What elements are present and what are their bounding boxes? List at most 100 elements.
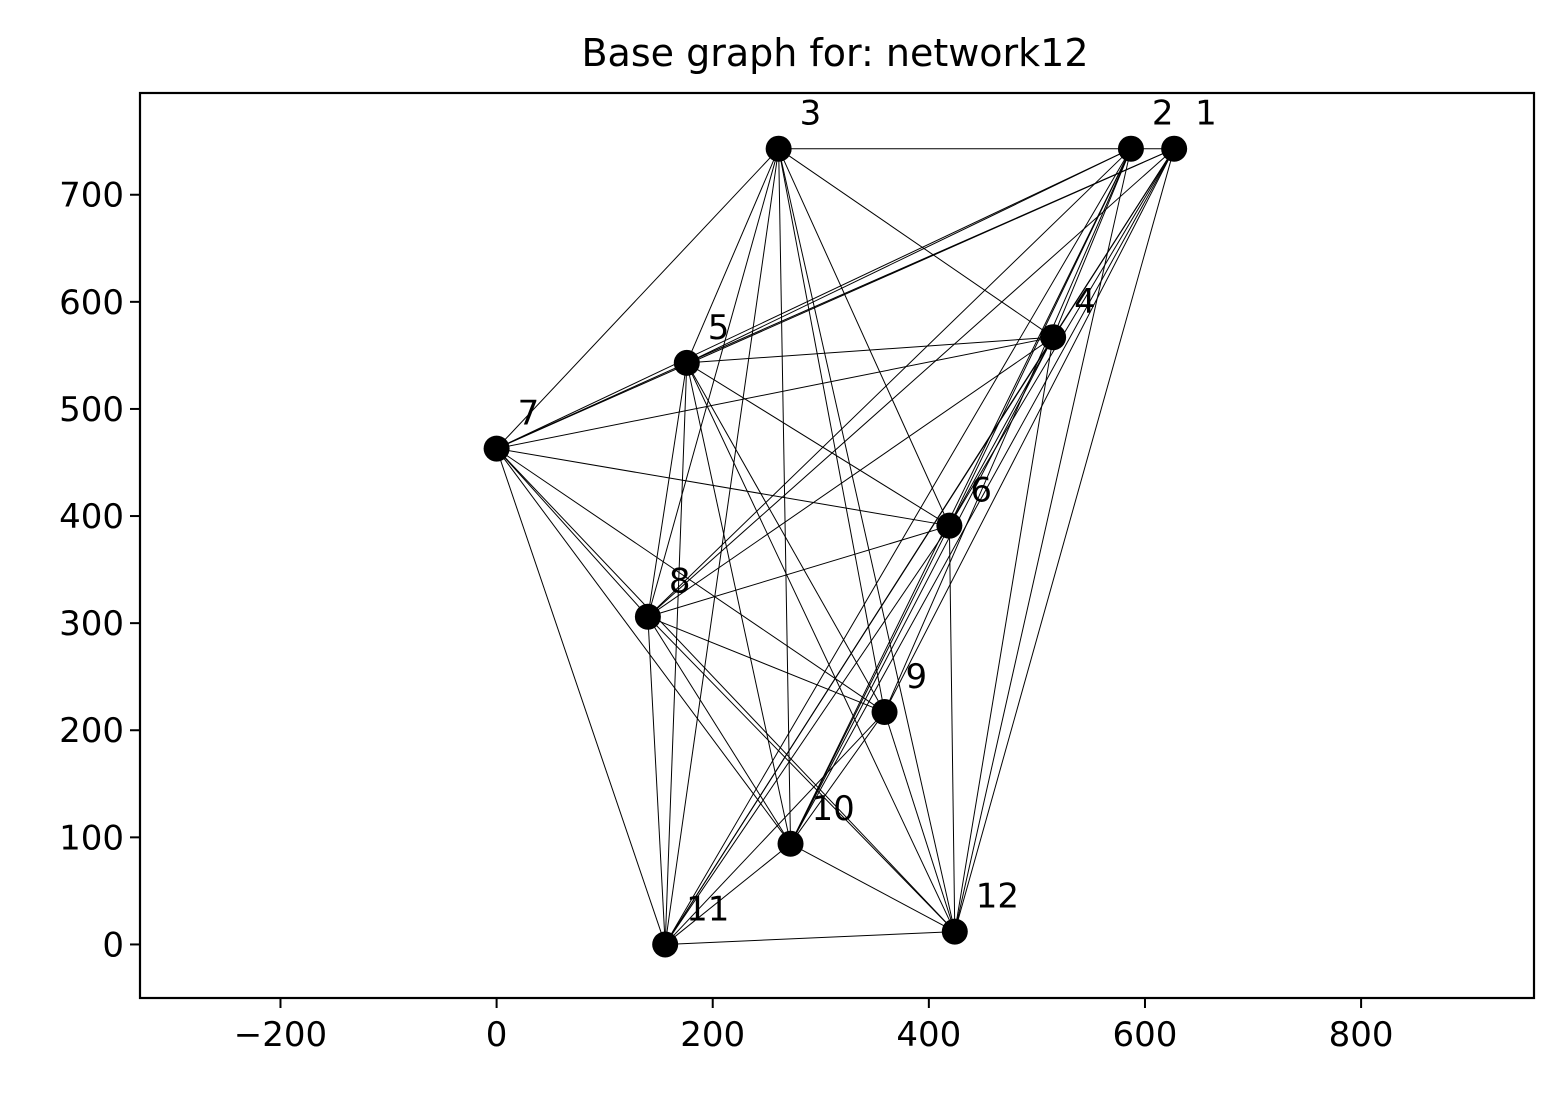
edge-7-11 <box>496 448 666 945</box>
edge-3-4 <box>778 148 1054 338</box>
node-11 <box>652 931 679 958</box>
edge-2-8 <box>647 148 1132 618</box>
edge-7-6 <box>496 448 950 527</box>
edge-8-9 <box>647 616 885 713</box>
edge-6-10 <box>790 525 950 844</box>
x-axis: −200 0 200 400 600 800 <box>234 998 1394 1055</box>
edge-8-10 <box>647 616 791 845</box>
node-7 <box>483 435 510 462</box>
chart-title: Base graph for: network12 <box>581 31 1088 75</box>
edge-7-9 <box>496 448 885 713</box>
node-10 <box>777 830 804 857</box>
y-tick-label: 100 <box>59 818 124 858</box>
node-label-6: 6 <box>970 471 992 511</box>
edge-4-7 <box>496 336 1054 450</box>
node-6 <box>936 512 963 539</box>
edge-5-7 <box>496 362 687 450</box>
edge-1-8 <box>647 148 1175 618</box>
edge-5-9 <box>686 362 885 713</box>
edge-9-11 <box>664 711 885 945</box>
y-tick-label: 0 <box>102 925 124 965</box>
edge-2-7 <box>496 148 1132 450</box>
edge-4-10 <box>790 336 1054 845</box>
edge-5-8 <box>647 362 688 617</box>
edge-3-11 <box>664 148 780 945</box>
edge-6-11 <box>664 525 950 945</box>
edge-1-10 <box>790 148 1175 845</box>
edge-2-9 <box>884 148 1132 713</box>
x-tick-label: 800 <box>1329 1015 1394 1055</box>
edge-1-7 <box>496 148 1175 450</box>
edge-8-12 <box>647 616 956 932</box>
y-tick-label: 500 <box>59 390 124 430</box>
edge-3-7 <box>496 148 780 449</box>
node-label-4: 4 <box>1074 282 1096 322</box>
edge-7-10 <box>496 448 791 845</box>
x-tick-label: −200 <box>234 1015 327 1055</box>
edge-4-11 <box>664 336 1054 945</box>
y-tick-label: 600 <box>59 283 124 323</box>
edge-5-10 <box>686 362 792 844</box>
edge-6-12 <box>948 525 956 932</box>
edge-4-8 <box>647 336 1054 618</box>
x-tick-label: 600 <box>1113 1015 1178 1055</box>
edge-3-5 <box>686 148 780 364</box>
y-tick-label: 200 <box>59 711 124 751</box>
nodes-layer <box>483 135 1188 958</box>
edge-3-6 <box>778 148 950 526</box>
node-label-5: 5 <box>708 308 730 348</box>
edge-2-5 <box>686 148 1132 364</box>
edge-3-10 <box>778 148 792 844</box>
x-tick-label: 200 <box>680 1015 745 1055</box>
edge-3-12 <box>778 148 956 932</box>
edge-1-9 <box>884 148 1175 713</box>
edge-3-9 <box>778 148 886 713</box>
node-label-12: 12 <box>976 877 1019 917</box>
edge-5-11 <box>664 362 688 945</box>
y-tick-label: 400 <box>59 497 124 537</box>
edge-10-12 <box>790 843 956 933</box>
edge-2-11 <box>664 148 1132 945</box>
edge-4-12 <box>954 337 1054 932</box>
edges-layer <box>496 148 1175 945</box>
node-2 <box>1117 135 1144 162</box>
edge-8-6 <box>647 525 950 618</box>
node-label-7: 7 <box>518 394 540 434</box>
y-tick-label: 700 <box>59 176 124 216</box>
node-label-1: 1 <box>1195 94 1217 134</box>
edge-9-12 <box>884 711 956 932</box>
edge-4-6 <box>948 336 1054 526</box>
x-tick-label: 0 <box>486 1015 508 1055</box>
node-9 <box>871 699 898 726</box>
axes-frame <box>138 91 1536 1000</box>
node-label-10: 10 <box>812 789 855 829</box>
node-label-8: 8 <box>669 562 691 602</box>
node-label-11: 11 <box>686 889 729 929</box>
edge-8-11 <box>647 616 666 945</box>
edge-2-4 <box>1052 148 1132 338</box>
edge-2-10 <box>790 148 1132 844</box>
edge-7-12 <box>496 448 956 932</box>
node-4 <box>1040 324 1067 351</box>
edge-4-5 <box>686 336 1054 364</box>
edge-3-8 <box>647 148 780 617</box>
x-tick-label: 400 <box>896 1015 961 1055</box>
node-label-9: 9 <box>906 657 928 697</box>
node-label-3: 3 <box>800 94 822 134</box>
edge-10-11 <box>664 843 791 945</box>
node-12 <box>941 918 968 945</box>
edge-9-10 <box>790 711 885 845</box>
node-8 <box>634 603 661 630</box>
y-axis: 0 100 200 300 400 500 600 700 <box>59 176 140 965</box>
edge-5-6 <box>686 362 950 527</box>
edge-7-8 <box>496 448 649 618</box>
edge-1-4 <box>1052 148 1175 338</box>
node-3 <box>765 135 792 162</box>
node-label-2: 2 <box>1152 94 1174 134</box>
edge-5-12 <box>686 362 956 932</box>
edge-1-12 <box>954 148 1175 932</box>
node-1 <box>1161 135 1188 162</box>
edge-11-12 <box>665 931 955 945</box>
